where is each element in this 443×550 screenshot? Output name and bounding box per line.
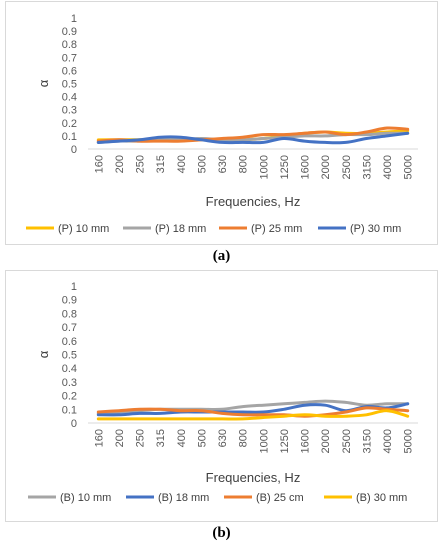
legend-label: (P) 18 mm xyxy=(155,223,206,235)
x-tick-label: 400 xyxy=(176,155,188,173)
x-axis-title: Frequencies, Hz xyxy=(206,470,301,485)
x-tick-label: 1250 xyxy=(279,429,291,453)
caption-a-text: (a) xyxy=(212,248,231,264)
legend-label: (B) 25 cm xyxy=(256,492,304,504)
x-tick-label: 250 xyxy=(135,429,147,447)
x-tick-label: 630 xyxy=(217,155,229,173)
y-tick-label: 0.7 xyxy=(62,322,77,334)
y-axis-title: α xyxy=(36,79,51,87)
legend-label: (B) 18 mm xyxy=(158,492,209,504)
x-axis-title: Frequencies, Hz xyxy=(206,194,301,209)
y-tick-label: 0.9 xyxy=(62,26,77,38)
x-tick-label: 500 xyxy=(196,155,208,173)
x-tick-label: 160 xyxy=(93,429,105,447)
y-tick-label: 0.5 xyxy=(62,350,77,362)
x-tick-label: 5000 xyxy=(403,429,415,453)
x-tick-label: 200 xyxy=(114,429,126,447)
y-tick-label: 0.7 xyxy=(62,52,77,64)
legend-label: (B) 30 mm xyxy=(356,492,407,504)
series-line-4 xyxy=(96,131,410,145)
y-axis-title: α xyxy=(36,350,51,358)
caption-b: (b) xyxy=(0,525,443,542)
y-tick-label: 0.4 xyxy=(62,363,77,375)
x-tick-label: 1600 xyxy=(300,429,312,453)
x-tick-label: 1250 xyxy=(279,155,291,179)
x-tick-label: 2000 xyxy=(320,429,332,453)
y-tick-label: 0.2 xyxy=(62,391,77,403)
y-tick-label: 0 xyxy=(71,418,77,430)
x-tick-label: 800 xyxy=(238,155,250,173)
x-tick-label: 1000 xyxy=(258,429,270,453)
x-tick-label: 2500 xyxy=(341,155,353,179)
chart-b: 0 0.10.2 0.3 0.40.5 0.6 0.7 0.80.9 1 α 160 200 250 3… xyxy=(28,281,418,504)
x-tick-label: 3150 xyxy=(361,155,373,179)
x-tick-label: 3150 xyxy=(361,429,373,453)
caption-b-text: (b) xyxy=(212,525,231,541)
chart-a: 00.10.20.30.40.5 0.60.70.80.91 α 160 200 250 3… xyxy=(26,13,418,235)
x-tick-label: 250 xyxy=(135,155,147,173)
y-tick-label: 1 xyxy=(71,13,77,25)
legend-label: (P) 10 mm xyxy=(58,223,109,235)
y-tick-label: 0.6 xyxy=(62,336,77,348)
x-tick-label: 400 xyxy=(176,429,188,447)
y-tick-label: 0.3 xyxy=(62,105,77,117)
x-tick-label: 2000 xyxy=(320,155,332,179)
chart-panel-a: 0 0.1 0.2 0.3 0.4 0.5 0.6 0.7 0.8 0.9 1 α 160 200 250 3… xyxy=(5,1,438,245)
x-tick-label: 4000 xyxy=(382,429,394,453)
y-tick-label: 0.8 xyxy=(62,308,77,320)
y-tick-label: 0.1 xyxy=(62,131,77,143)
y-tick-label: 0.1 xyxy=(62,404,77,416)
caption-a: (a) xyxy=(0,248,443,265)
series-line-4 xyxy=(96,409,410,421)
x-tick-label: 1600 xyxy=(300,155,312,179)
y-tick-label: 0.5 xyxy=(62,79,77,91)
y-tick-label: 0.4 xyxy=(62,92,77,104)
legend-label: (P) 30 mm xyxy=(350,223,401,235)
y-tick-label: 0 xyxy=(71,144,77,156)
series-line-3 xyxy=(96,406,410,418)
chart-panel-b: 0 0.1 0.2 0.3 0.4 0.5 0.6 0.7 0.8 0.9 1 α 160 200 250 3… xyxy=(5,270,438,522)
y-tick-label: 0.8 xyxy=(62,39,77,51)
x-tick-label: 200 xyxy=(114,155,126,173)
y-tick-label: 1 xyxy=(71,281,77,293)
x-tick-label: 315 xyxy=(155,429,167,447)
x-tick-label: 1000 xyxy=(258,155,270,179)
y-tick-label: 0.6 xyxy=(62,65,77,77)
series-line-3 xyxy=(96,126,410,143)
y-tick-label: 0.9 xyxy=(62,295,77,307)
x-tick-label: 4000 xyxy=(382,155,394,179)
x-tick-label: 800 xyxy=(238,429,250,447)
x-tick-label: 500 xyxy=(196,429,208,447)
y-tick-label: 0.2 xyxy=(62,118,77,130)
x-tick-label: 5000 xyxy=(403,155,415,179)
x-tick-label: 160 xyxy=(93,155,105,173)
legend-label: (P) 25 mm xyxy=(251,223,302,235)
y-tick-label: 0.3 xyxy=(62,377,77,389)
x-tick-label: 2500 xyxy=(341,429,353,453)
x-tick-label: 630 xyxy=(217,429,229,447)
legend-label: (B) 10 mm xyxy=(60,492,111,504)
x-tick-label: 315 xyxy=(155,155,167,173)
